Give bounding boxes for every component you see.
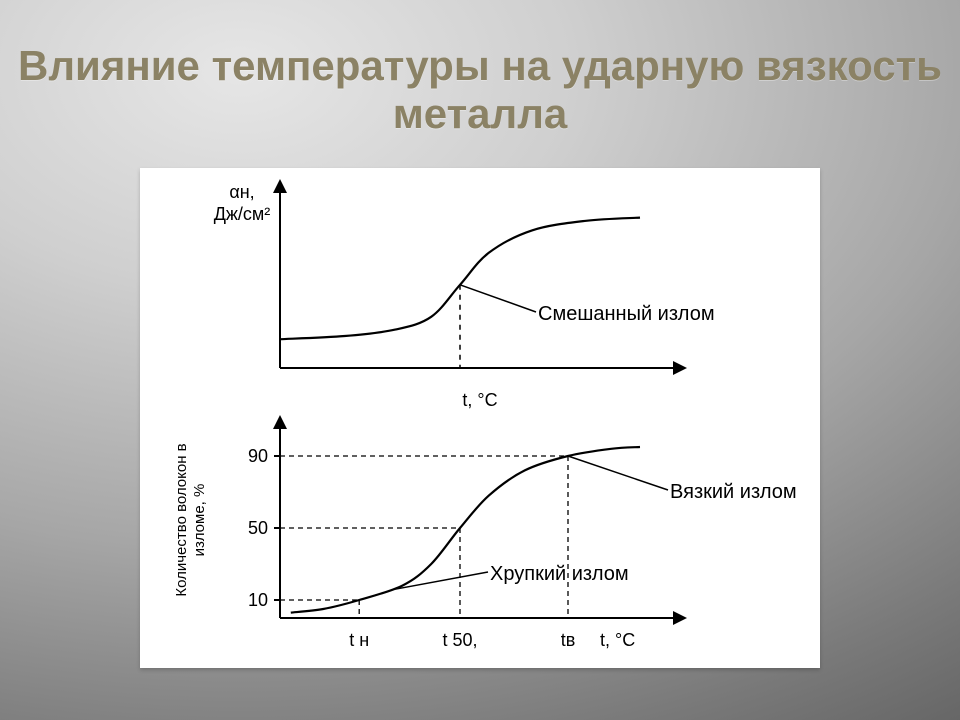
brittle-annotation-label: Хрупкий излом bbox=[490, 563, 629, 585]
bottom-xlabel: t, °C bbox=[600, 630, 635, 650]
top-ylabel-1: αн, bbox=[229, 182, 254, 202]
figure-svg: αн, Дж/см² t, °C Смешанный излом Количес… bbox=[140, 168, 820, 668]
slide-root: Влияние температуры на ударную вязкость … bbox=[0, 0, 960, 720]
ytick-label: 50 bbox=[248, 518, 268, 538]
bottom-xticks: t н t 50, tв bbox=[349, 630, 575, 650]
ytick-label: 10 bbox=[248, 590, 268, 610]
top-annotation-label: Смешанный излом bbox=[538, 303, 715, 325]
top-annotation-line bbox=[460, 285, 536, 312]
bottom-yticks: 10 50 90 bbox=[248, 446, 280, 610]
bottom-curve bbox=[291, 447, 640, 613]
xtick-label: t н bbox=[349, 630, 369, 650]
bottom-dashed-guides bbox=[280, 456, 568, 618]
ductile-annotation-label: Вязкий излом bbox=[670, 481, 797, 503]
top-xlabel: t, °C bbox=[462, 390, 497, 410]
figure-container: αн, Дж/см² t, °C Смешанный излом Количес… bbox=[140, 168, 820, 668]
bottom-ylabel-1: Количество волокон в bbox=[173, 443, 190, 596]
ductile-annotation-line bbox=[568, 456, 668, 490]
slide-title: Влияние температуры на ударную вязкость … bbox=[0, 42, 960, 139]
bottom-ylabel-2: изломе, % bbox=[191, 484, 208, 557]
xtick-label: tв bbox=[561, 630, 576, 650]
xtick-label: t 50, bbox=[442, 630, 477, 650]
top-ylabel-2: Дж/см² bbox=[214, 204, 271, 224]
panel-bottom: Количество волокон в изломе, % 10 50 90 t … bbox=[173, 422, 797, 650]
panel-top: αн, Дж/см² t, °C Смешанный излом bbox=[214, 182, 715, 410]
ytick-label: 90 bbox=[248, 446, 268, 466]
